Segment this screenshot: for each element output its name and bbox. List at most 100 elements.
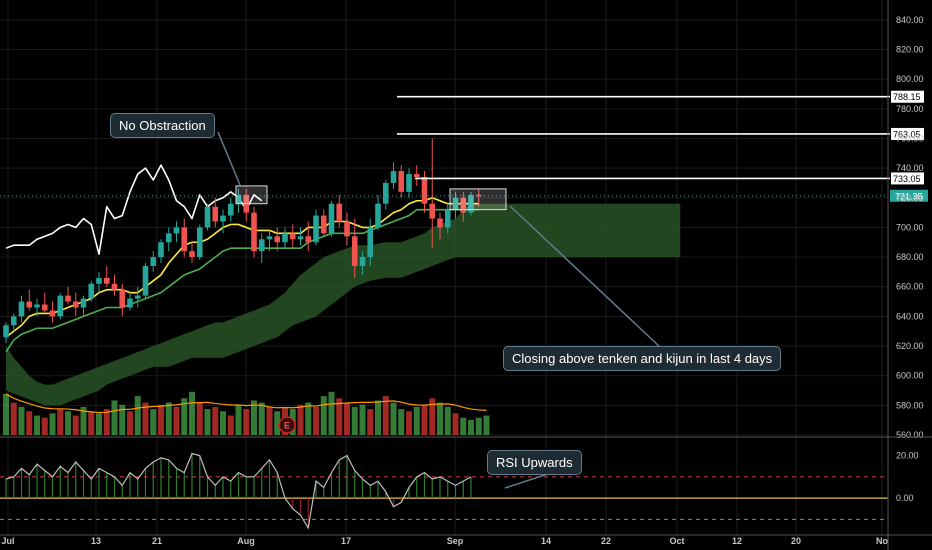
candle-body bbox=[34, 304, 40, 308]
volume-bar bbox=[41, 417, 48, 435]
candle-body bbox=[421, 177, 428, 204]
candle-body bbox=[96, 277, 102, 284]
candle-body bbox=[127, 298, 133, 308]
volume-bar bbox=[468, 419, 474, 435]
rsi-panel bbox=[0, 452, 888, 530]
volume-bar bbox=[96, 413, 102, 435]
grid bbox=[0, 0, 888, 535]
level-label-box bbox=[891, 127, 924, 140]
x-tick-label: 14 bbox=[541, 536, 551, 546]
volume-bar bbox=[444, 406, 451, 435]
candle-body bbox=[72, 301, 79, 308]
volume-bar bbox=[134, 396, 141, 435]
candle-body bbox=[398, 171, 405, 192]
candle-body bbox=[220, 215, 226, 222]
candle-body bbox=[274, 236, 281, 243]
rsi-line bbox=[5, 452, 472, 530]
volume-bar bbox=[165, 402, 172, 435]
volume-bar bbox=[142, 402, 149, 435]
candle-body bbox=[181, 227, 188, 252]
candle-body bbox=[258, 239, 265, 252]
x-tick-label: Sep bbox=[447, 536, 464, 546]
x-tick-label: 20 bbox=[791, 536, 801, 546]
candle-body bbox=[103, 277, 110, 284]
callout-pointer bbox=[217, 131, 241, 186]
volume-bar bbox=[88, 411, 95, 435]
volume-bar bbox=[158, 404, 164, 435]
candle-body bbox=[10, 316, 17, 326]
volume-bar bbox=[49, 413, 56, 435]
earnings-marker-label: E bbox=[284, 421, 290, 431]
candle-body bbox=[359, 257, 366, 266]
volume-bar bbox=[251, 400, 257, 435]
earnings-marker bbox=[278, 416, 296, 434]
volume-bar bbox=[437, 402, 443, 435]
volume-bar bbox=[18, 406, 25, 435]
volume-bar bbox=[320, 396, 327, 435]
candle-body bbox=[289, 233, 296, 240]
candle-body bbox=[80, 298, 87, 308]
candle-body bbox=[165, 233, 172, 243]
highlight-box-no-obstraction bbox=[235, 185, 268, 205]
volume-bar bbox=[367, 409, 374, 435]
candle-body bbox=[173, 227, 180, 234]
y-tick-label: 800.00 bbox=[896, 74, 924, 84]
candle-body bbox=[142, 265, 149, 296]
volume-bar bbox=[119, 404, 126, 435]
volume-bar bbox=[313, 406, 319, 435]
candle-body bbox=[134, 295, 141, 299]
candle-body bbox=[41, 304, 48, 311]
level-label: 788.15 bbox=[893, 92, 921, 102]
volume-bar bbox=[406, 411, 412, 435]
rsi-tick-label: 0.00 bbox=[896, 493, 914, 503]
candle-body bbox=[444, 209, 451, 228]
candle-body bbox=[313, 215, 319, 243]
x-tick-label: No bbox=[876, 536, 888, 546]
volume-bar bbox=[227, 415, 234, 435]
volume-bar bbox=[26, 411, 33, 435]
volume-bar bbox=[181, 398, 188, 435]
candle-body bbox=[351, 236, 358, 266]
candle-body bbox=[150, 257, 157, 266]
x-tick-label: 21 bbox=[152, 536, 162, 546]
volume-bar bbox=[421, 404, 428, 435]
candle-body bbox=[390, 171, 397, 183]
candle-body bbox=[3, 325, 9, 338]
volume-bar bbox=[460, 417, 467, 435]
y-tick-label: 560.00 bbox=[896, 430, 924, 440]
chikou-line bbox=[5, 164, 263, 255]
candle-body bbox=[468, 194, 474, 213]
volume-bar bbox=[274, 411, 281, 435]
candle-body bbox=[189, 251, 195, 258]
candle-body bbox=[65, 295, 71, 302]
candle-body bbox=[320, 215, 327, 234]
volume-bar bbox=[398, 409, 405, 435]
volume-ma-line bbox=[5, 393, 487, 414]
candle-body bbox=[57, 295, 64, 317]
volume-bar bbox=[413, 406, 420, 435]
volume-bar bbox=[127, 411, 133, 435]
y-tick-label: 640.00 bbox=[896, 311, 924, 321]
y-tick-label: 580.00 bbox=[896, 400, 924, 410]
kijun-line bbox=[5, 208, 479, 353]
candle-body bbox=[251, 212, 257, 252]
annotation-no-obstraction: No Obstraction bbox=[110, 113, 215, 138]
y-tick-label: 660.00 bbox=[896, 282, 924, 292]
volume-bar bbox=[483, 415, 490, 435]
y-tick-label: 620.00 bbox=[896, 341, 924, 351]
y-tick-label: 760.00 bbox=[896, 133, 924, 143]
volume-bar bbox=[65, 411, 71, 435]
candle-body bbox=[235, 194, 242, 204]
candle-body bbox=[413, 174, 420, 178]
current-price-label: 721.35 bbox=[895, 191, 923, 201]
candle-body bbox=[452, 197, 459, 210]
candle-body bbox=[212, 206, 219, 222]
volume-bar bbox=[173, 406, 180, 435]
volume-bar bbox=[57, 409, 64, 435]
volume-bar bbox=[189, 391, 195, 435]
volume-bar bbox=[344, 402, 350, 435]
candle-body bbox=[49, 310, 56, 317]
candle-body bbox=[328, 203, 335, 234]
candle-body bbox=[367, 227, 374, 258]
